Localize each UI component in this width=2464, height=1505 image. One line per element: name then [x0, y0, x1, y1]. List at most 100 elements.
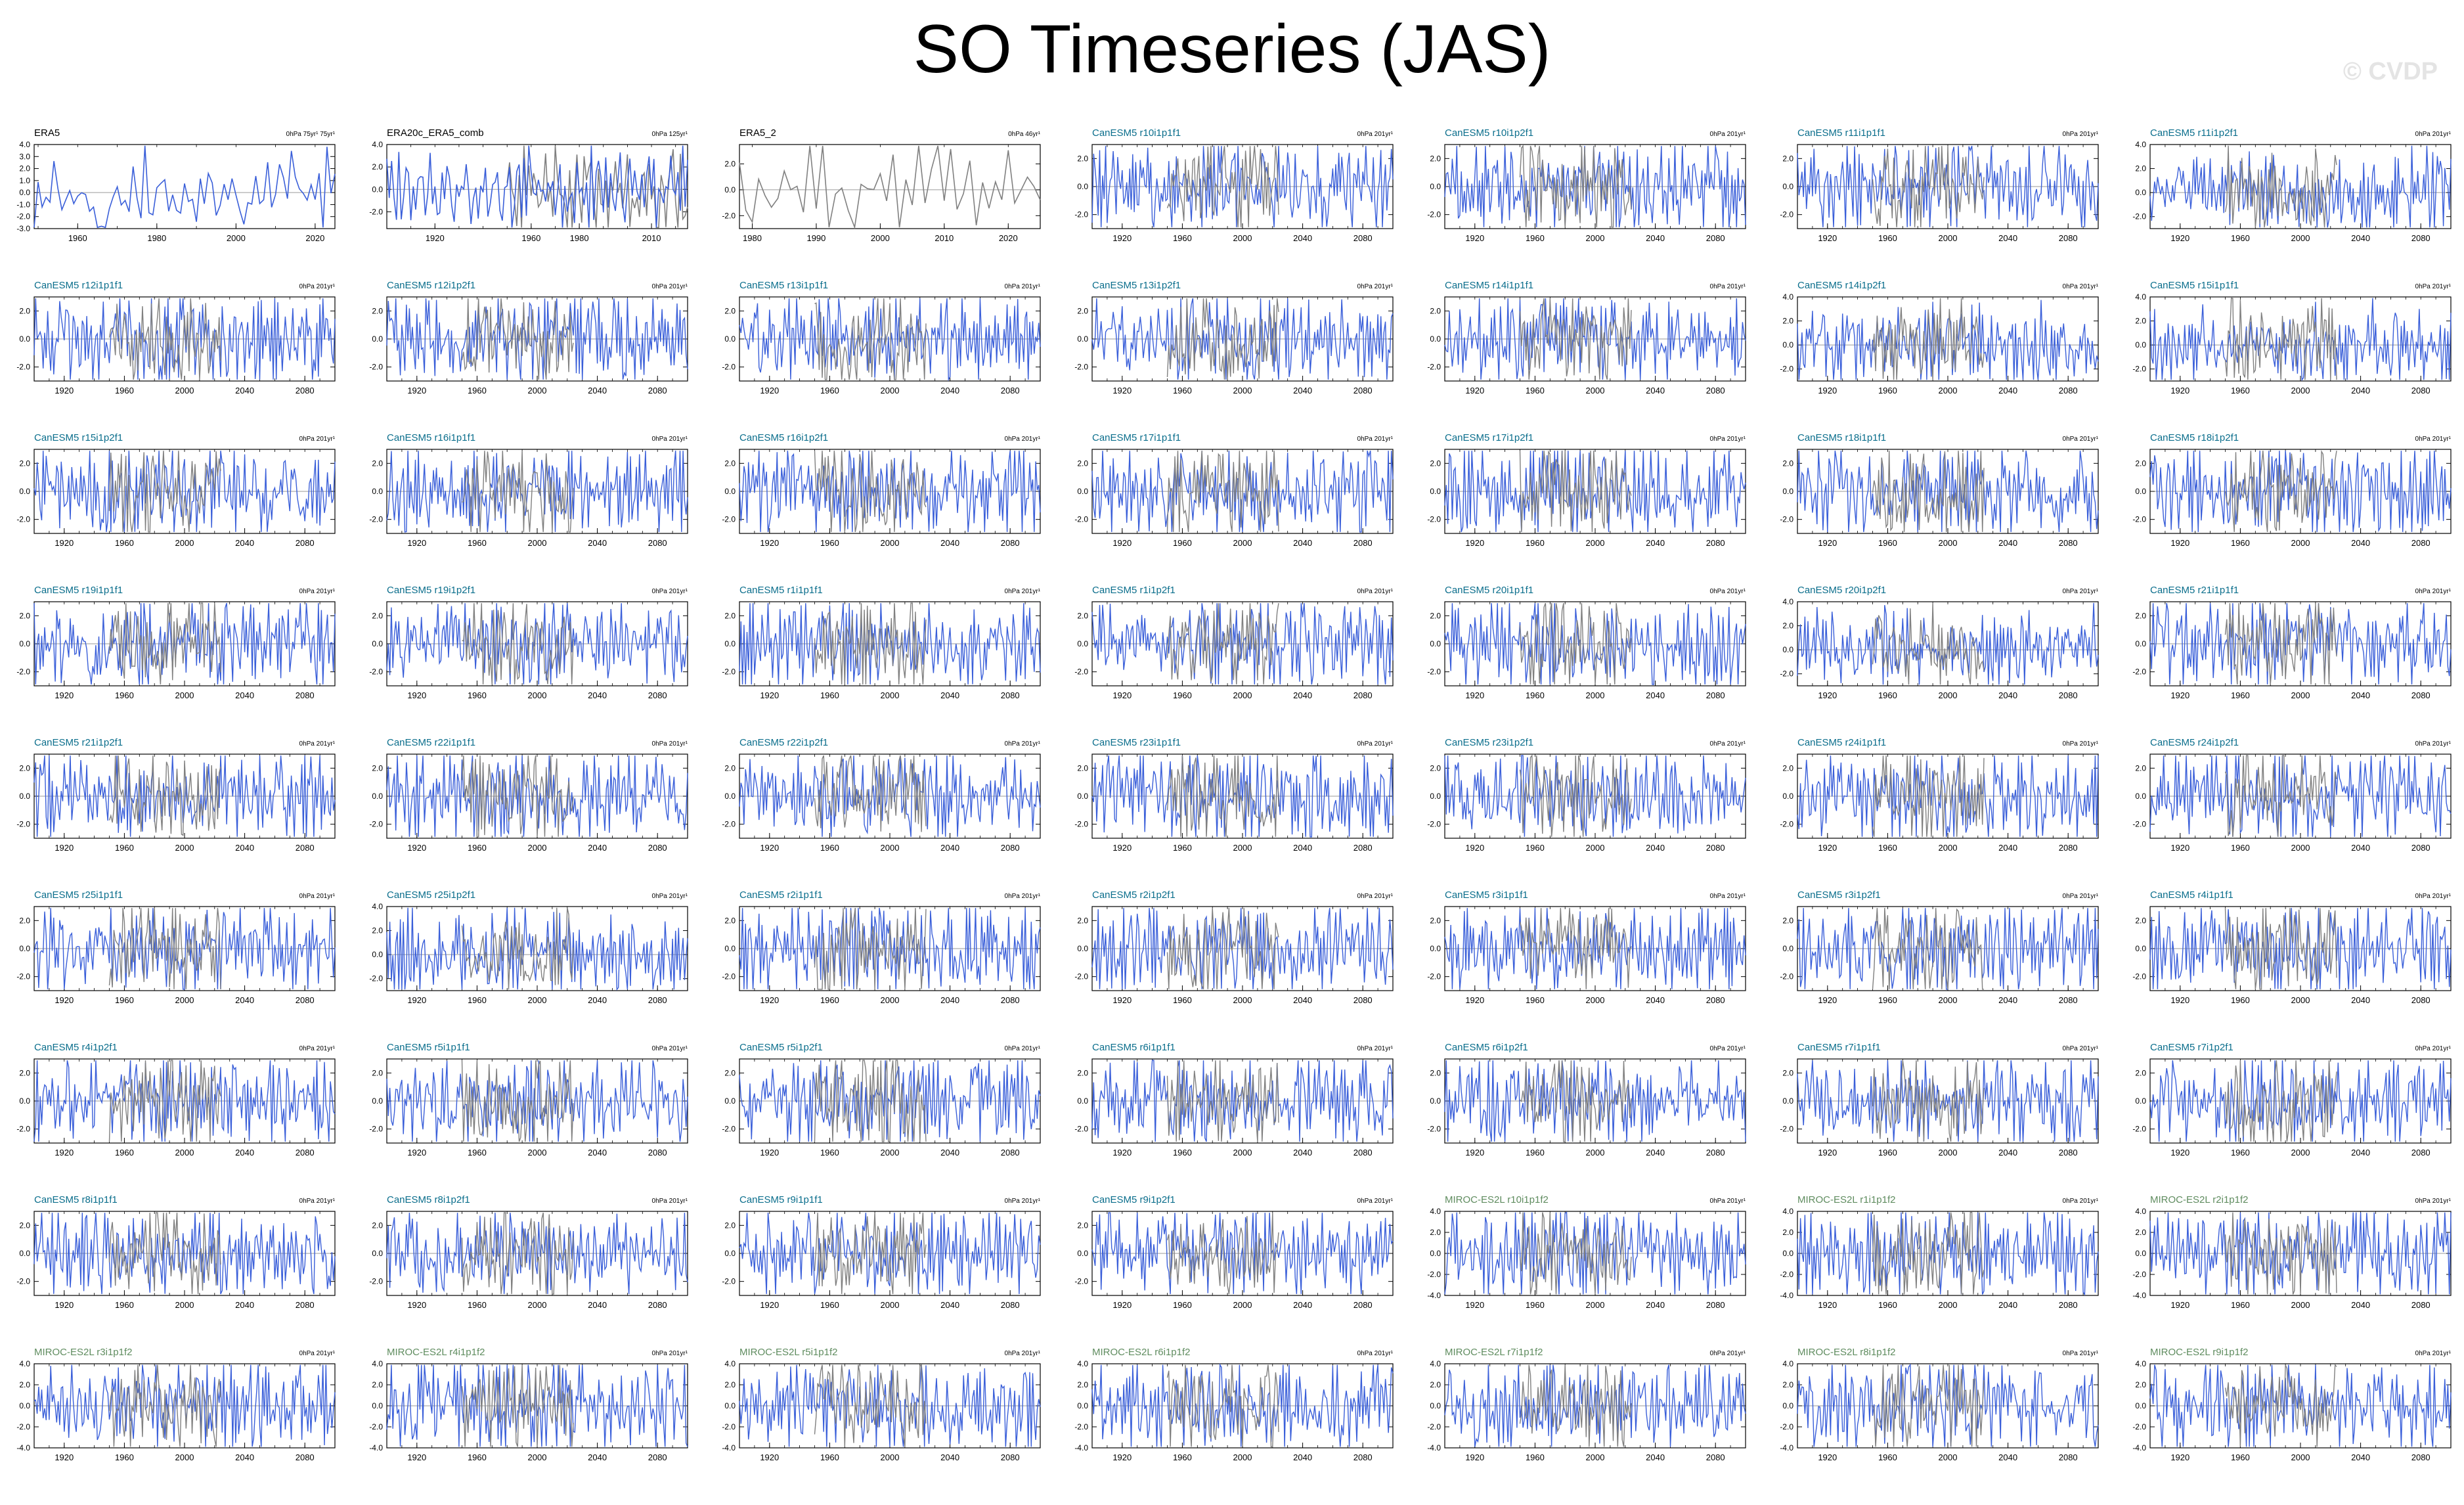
- panel-info: 0hPa 201yr¹: [1005, 436, 1041, 443]
- x-tick-label: 2040: [1293, 1300, 1312, 1310]
- x-tick-label: 1920: [1465, 538, 1484, 548]
- panel-info: 0hPa 201yr¹: [1710, 1045, 1746, 1052]
- obs-overlay-line: [108, 1364, 221, 1447]
- panel-info: 0hPa 201yr¹: [1357, 436, 1394, 443]
- panel: CanESM5 r10i1p2f1 0hPa 201yr¹ 1920 1960 2000…: [1427, 127, 1746, 243]
- panel-info: 0hPa 201yr¹: [1357, 893, 1394, 900]
- panel-label: CanESM5 r23i1p2f1: [1445, 737, 1533, 748]
- x-tick-label: 2040: [1998, 1452, 2017, 1462]
- y-tick-label: 0.0: [1077, 639, 1088, 648]
- x-tick-label: 2000: [1233, 995, 1252, 1005]
- x-tick-label: 2000: [1586, 386, 1605, 395]
- y-tick-label: 4.0: [2135, 1359, 2146, 1368]
- x-tick-label: 2000: [881, 690, 900, 700]
- x-tick-label: 1960: [820, 1452, 839, 1462]
- panel: CanESM5 r19i1p1f1 0hPa 201yr¹ 1920 1960 2000…: [16, 585, 336, 700]
- x-tick-label: 1960: [1173, 1452, 1192, 1462]
- panel-label: MIROC-ES2L r3i1p1f2: [34, 1347, 133, 1358]
- x-tick-label: 1920: [2170, 995, 2189, 1005]
- y-tick-label: -2.0: [16, 363, 30, 372]
- x-tick-label: 2080: [1353, 843, 1373, 853]
- x-tick-label: 2000: [2291, 995, 2310, 1005]
- x-tick-label: 1920: [1112, 1300, 1132, 1310]
- panel-info: 0hPa 201yr¹: [652, 740, 688, 748]
- model-series-line: [739, 755, 1041, 837]
- panel-info: 0hPa 201yr¹: [2415, 436, 2452, 443]
- obs-overlay-line: [2224, 297, 2337, 380]
- panel: CanESM5 r8i1p2f1 0hPa 201yr¹ 1920 1960 2000 2…: [369, 1194, 688, 1310]
- y-tick-label: 4.0: [2135, 292, 2146, 302]
- y-tick-label: 2.0: [724, 611, 736, 620]
- panel: CanESM5 r7i1p1f1 0hPa 201yr¹ 1920 1960 2000 2…: [1780, 1042, 2099, 1157]
- y-tick-label: -2.0: [722, 1277, 736, 1286]
- y-tick-label: 0.0: [2135, 1401, 2146, 1410]
- x-tick-label: 2040: [2351, 995, 2370, 1005]
- x-tick-label: 2040: [1998, 538, 2017, 548]
- x-tick-label: 2080: [2059, 386, 2078, 395]
- x-tick-label: 1920: [55, 843, 74, 853]
- obs-overlay-line: [461, 298, 574, 380]
- x-tick-label: 2040: [1998, 386, 2017, 395]
- y-tick-label: 2.0: [1077, 1380, 1088, 1389]
- obs-overlay-line: [2224, 755, 2337, 837]
- x-tick-label: 1960: [1173, 843, 1192, 853]
- panel-info: 0hPa 201yr¹: [1710, 740, 1746, 748]
- x-tick-label: 2000: [871, 233, 890, 243]
- obs-overlay-line: [462, 451, 574, 533]
- x-tick-label: 1960: [1173, 1148, 1192, 1157]
- y-tick-label: 2.0: [19, 306, 30, 315]
- x-tick-label: 2000: [1939, 1148, 1958, 1157]
- x-tick-label: 2080: [296, 1452, 315, 1462]
- x-tick-label: 1960: [468, 1452, 487, 1462]
- y-tick-label: 0.0: [1782, 182, 1793, 191]
- model-series-line: [739, 1060, 1041, 1142]
- panel-info: 0hPa 201yr¹: [1710, 588, 1746, 595]
- y-tick-label: 2.0: [372, 611, 383, 620]
- y-tick-label: 2.0: [19, 1380, 30, 1389]
- panel: CanESM5 r2i1p2f1 0hPa 201yr¹ 1920 1960 2000 2…: [1074, 889, 1394, 1005]
- panel-label: CanESM5 r12i1p2f1: [387, 280, 475, 291]
- y-tick-label: -2.0: [1074, 972, 1088, 981]
- panel-label: CanESM5 r9i1p2f1: [1092, 1194, 1176, 1205]
- x-tick-label: 1960: [115, 386, 134, 395]
- panel-info: 0hPa 201yr¹: [652, 1045, 688, 1052]
- obs-overlay-line: [1166, 602, 1279, 685]
- x-tick-label: 2040: [1293, 233, 1312, 243]
- x-tick-label: 1960: [2231, 386, 2250, 395]
- x-tick-label: 1920: [1818, 386, 1837, 395]
- obs-overlay-line: [1166, 298, 1279, 380]
- x-tick-label: 2020: [305, 233, 324, 243]
- x-tick-label: 2080: [2059, 690, 2078, 700]
- plot-frame: [33, 144, 336, 229]
- panel-info: 0hPa 201yr¹: [1710, 131, 1746, 138]
- y-tick-label: 3.0: [19, 152, 30, 161]
- panel-info: 0hPa 201yr¹: [299, 893, 336, 900]
- x-tick-label: 2080: [296, 386, 315, 395]
- x-tick-label: 1920: [1112, 843, 1132, 853]
- obs-overlay-line: [1872, 451, 1985, 532]
- x-tick-label: 1920: [407, 690, 426, 700]
- panel-label: CanESM5 r11i1p1f1: [1797, 127, 1885, 139]
- x-tick-label: 2010: [935, 233, 954, 243]
- panel-info: 0hPa 201yr¹: [1005, 588, 1041, 595]
- panel-label: CanESM5 r15i1p2f1: [34, 432, 123, 443]
- y-tick-label: 2.0: [372, 763, 383, 773]
- obs-overlay-line: [1166, 1213, 1279, 1295]
- panel-label: CanESM5 r19i1p2f1: [387, 585, 475, 596]
- panel-label: CanESM5 r15i1p1f1: [2150, 280, 2239, 291]
- y-tick-label: 4.0: [2135, 140, 2146, 149]
- obs-overlay-line: [1519, 602, 1632, 685]
- model-series-line: [2149, 451, 2452, 533]
- x-tick-label: 2080: [2411, 1452, 2431, 1462]
- x-tick-label: 2000: [2291, 1452, 2310, 1462]
- panel-info: 0hPa 201yr¹: [1005, 1045, 1041, 1052]
- y-tick-label: -2.0: [1074, 1422, 1088, 1431]
- x-tick-label: 2040: [2351, 1148, 2370, 1157]
- y-tick-label: 0.0: [1430, 1096, 1441, 1106]
- model-series-line: [1091, 298, 1394, 380]
- panel: ERA5_2 0hPa 46yr¹ 1980 1990 2000 2010 2020 2.0 0…: [722, 127, 1041, 243]
- x-tick-label: 1920: [2170, 538, 2189, 548]
- panel-label: CanESM5 r13i1p1f1: [739, 280, 828, 291]
- panel-info: 0hPa 201yr¹: [1005, 1198, 1041, 1205]
- panel-info: 0hPa 201yr¹: [1357, 131, 1394, 138]
